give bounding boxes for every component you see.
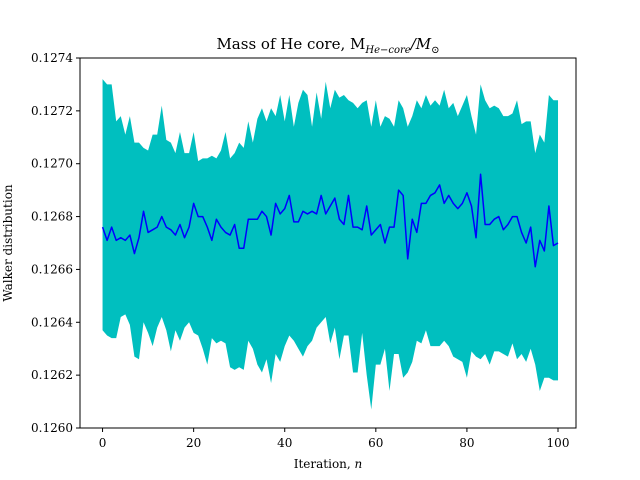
- walker-range-band: [102, 79, 559, 410]
- x-tick-label: 80: [459, 436, 474, 450]
- y-tick-label: 0.1264: [31, 315, 73, 329]
- y-tick-label: 0.1270: [31, 157, 73, 171]
- y-tick-label: 0.1268: [31, 210, 73, 224]
- y-tick-label: 0.1272: [31, 104, 73, 118]
- median-line: [101, 173, 559, 268]
- y-tick-label: 0.1274: [31, 51, 73, 65]
- x-axis-ticks: 0 20 40 60 80 100: [99, 428, 570, 450]
- plot-area: [101, 79, 559, 410]
- x-tick-label: 40: [277, 436, 292, 450]
- x-axis-label: Iteration, n: [294, 457, 363, 471]
- x-tick-label: 100: [547, 436, 570, 450]
- y-axis-ticks: 0.1260 0.1262 0.1264 0.1266 0.1268 0.1270 0.12…: [31, 51, 80, 435]
- x-tick-label: 20: [186, 436, 201, 450]
- y-tick-label: 0.1262: [31, 368, 73, 382]
- y-axis-label: Walker distribution: [1, 184, 15, 302]
- y-tick-label: 0.1266: [31, 262, 73, 276]
- x-tick-label: 60: [368, 436, 383, 450]
- y-tick-label: 0.1260: [31, 421, 73, 435]
- x-tick-label: 0: [99, 436, 107, 450]
- axes-frame: [79, 57, 577, 429]
- chart-title: Mass of He core, MHe−core/M⊙: [216, 35, 439, 56]
